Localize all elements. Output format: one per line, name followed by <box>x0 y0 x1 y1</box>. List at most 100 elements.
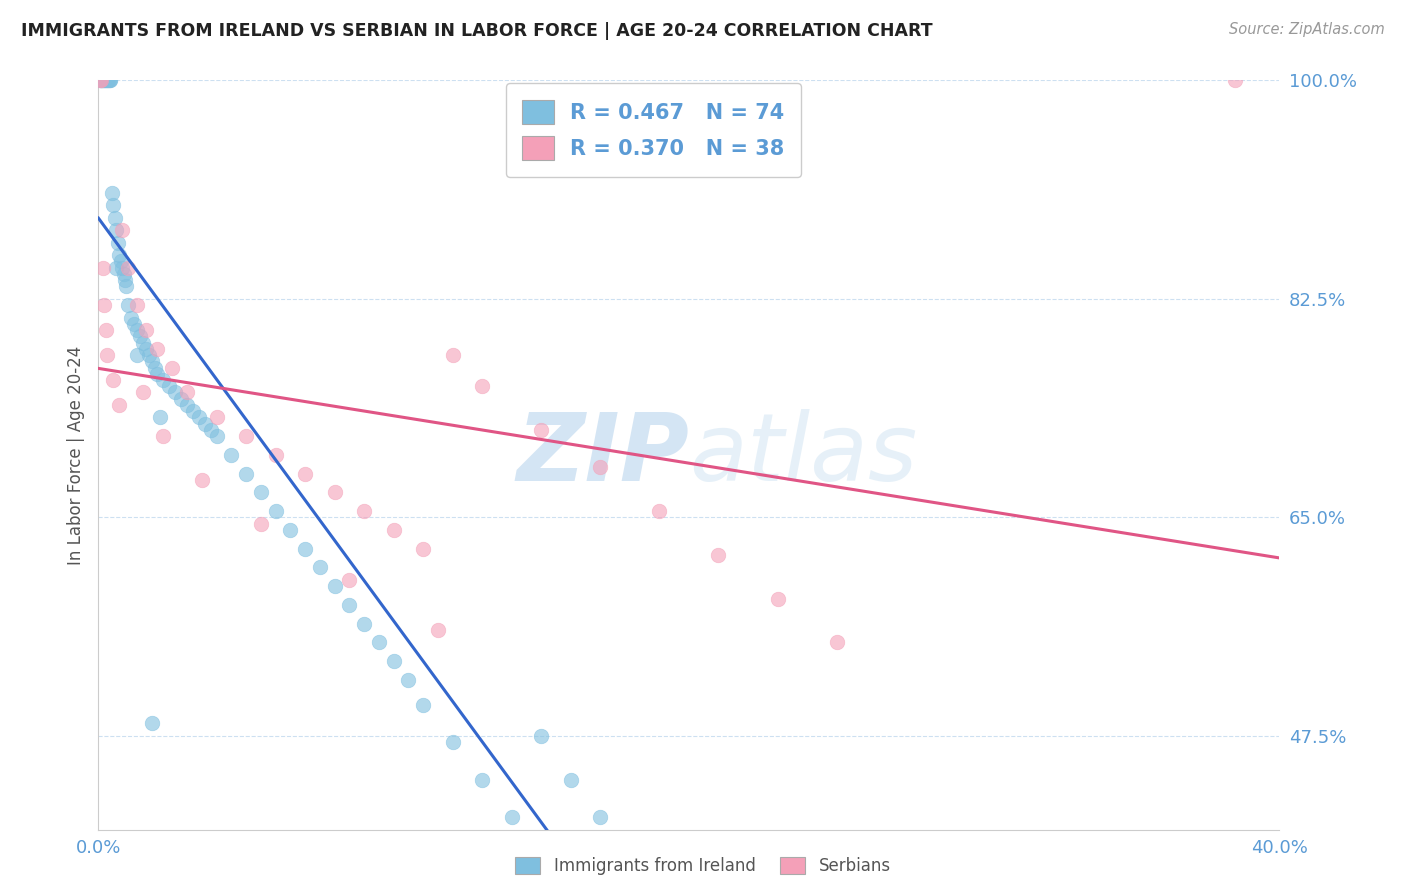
Point <box>235 467 257 481</box>
Point <box>94 323 117 337</box>
Point <box>138 348 160 362</box>
Point <box>97 73 120 87</box>
Point <box>194 417 217 431</box>
Point <box>176 385 198 400</box>
Point <box>589 810 612 824</box>
Point <box>181 404 204 418</box>
Point <box>135 342 157 356</box>
Point <box>96 73 118 87</box>
Point <box>323 485 346 500</box>
Point <box>103 198 125 212</box>
Point <box>339 598 361 612</box>
Point <box>132 335 155 350</box>
Point <box>294 541 316 556</box>
Text: ZIP: ZIP <box>516 409 689 501</box>
Point <box>93 73 115 87</box>
Point <box>471 379 494 393</box>
Point <box>427 623 450 637</box>
Point <box>110 254 132 268</box>
Point <box>90 73 112 87</box>
Point <box>382 523 405 537</box>
Text: IMMIGRANTS FROM IRELAND VS SERBIAN IN LABOR FORCE | AGE 20-24 CORRELATION CHART: IMMIGRANTS FROM IRELAND VS SERBIAN IN LA… <box>21 22 932 40</box>
Point <box>107 235 129 250</box>
Point <box>176 398 198 412</box>
Point <box>146 342 169 356</box>
Point <box>117 260 139 275</box>
Point <box>90 73 112 87</box>
Point <box>471 772 494 787</box>
Point <box>170 392 193 406</box>
Point <box>501 810 523 824</box>
Point <box>97 73 120 87</box>
Point <box>100 186 122 200</box>
Legend: R = 0.467   N = 74, R = 0.370   N = 38: R = 0.467 N = 74, R = 0.370 N = 38 <box>506 83 801 178</box>
Point <box>235 429 257 443</box>
Point <box>146 367 169 381</box>
Point <box>294 467 316 481</box>
Point <box>205 410 228 425</box>
Point <box>264 504 287 518</box>
Point <box>339 573 361 587</box>
Point <box>187 410 209 425</box>
Point <box>135 323 157 337</box>
Point <box>165 385 187 400</box>
Point <box>619 841 641 855</box>
Point <box>200 423 222 437</box>
Point <box>530 423 553 437</box>
Point <box>560 772 582 787</box>
Point <box>412 698 434 712</box>
Y-axis label: In Labor Force | Age 20-24: In Labor Force | Age 20-24 <box>66 345 84 565</box>
Point <box>530 729 553 743</box>
Point <box>105 260 128 275</box>
Point <box>441 348 464 362</box>
Point <box>98 73 121 87</box>
Point <box>94 73 117 87</box>
Point <box>120 310 142 325</box>
Point <box>323 579 346 593</box>
Point <box>221 448 243 462</box>
Point <box>382 654 405 668</box>
Point <box>398 673 420 687</box>
Point <box>111 223 134 237</box>
Point <box>125 348 148 362</box>
Point <box>125 298 148 312</box>
Point <box>441 735 464 749</box>
Point <box>89 73 111 87</box>
Point <box>264 448 287 462</box>
Point <box>105 223 128 237</box>
Point <box>94 73 117 87</box>
Point <box>766 591 789 606</box>
Point <box>141 716 163 731</box>
Point <box>114 273 136 287</box>
Point <box>589 460 612 475</box>
Point <box>250 485 273 500</box>
Point <box>250 516 273 531</box>
Point <box>353 504 375 518</box>
Point <box>89 73 111 87</box>
Point <box>152 429 174 443</box>
Point <box>128 329 150 343</box>
Text: Source: ZipAtlas.com: Source: ZipAtlas.com <box>1229 22 1385 37</box>
Point <box>96 73 118 87</box>
Point <box>91 73 114 87</box>
Point <box>104 211 127 225</box>
Point <box>108 398 131 412</box>
Point <box>1225 73 1247 87</box>
Point <box>412 541 434 556</box>
Point <box>111 260 134 275</box>
Point <box>162 360 183 375</box>
Point <box>98 73 121 87</box>
Point <box>103 373 125 387</box>
Point <box>143 360 166 375</box>
Point <box>353 616 375 631</box>
Point <box>96 348 118 362</box>
Point <box>132 385 155 400</box>
Point <box>280 523 302 537</box>
Point <box>152 373 174 387</box>
Point <box>91 73 114 87</box>
Point <box>368 635 391 649</box>
Point <box>141 354 163 368</box>
Point <box>309 560 332 574</box>
Point <box>93 298 115 312</box>
Point <box>648 504 671 518</box>
